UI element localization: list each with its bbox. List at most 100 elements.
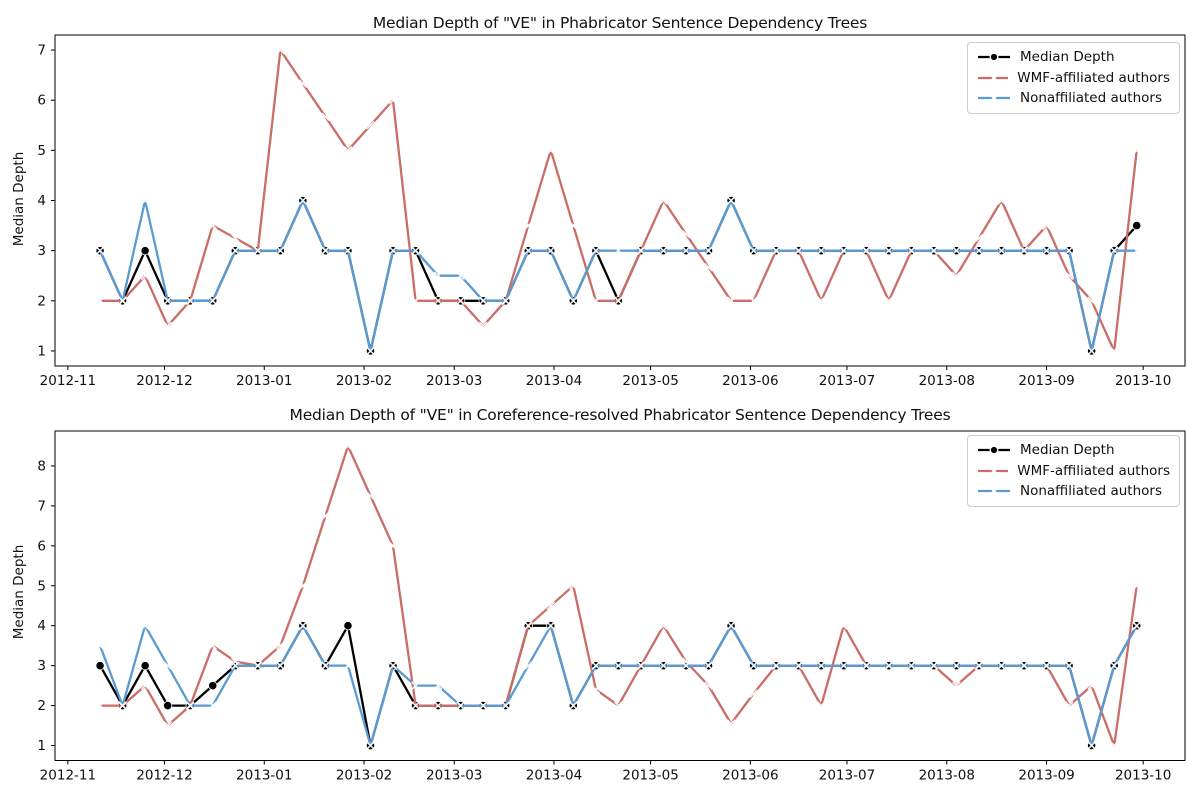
x-marker [591,296,600,305]
chart2-y-axis-label: Median Depth [11,544,27,640]
x-marker [794,246,803,255]
x-marker [479,296,488,305]
x-marker [163,661,172,670]
y-tick-label: 1 [37,738,46,754]
x-marker [434,271,443,280]
x-marker [253,661,262,670]
x-marker [276,641,285,650]
x-marker [1065,661,1074,670]
y-tick-label: 6 [37,538,46,554]
x-marker [411,296,420,305]
wmf-affiliated-line-sample [978,73,1009,83]
x-marker [817,246,826,255]
x-marker [569,701,578,710]
x-marker [569,581,578,590]
x-marker [95,246,105,255]
x-marker [479,701,488,710]
x-marker [614,661,623,670]
x-marker [726,719,736,728]
x-marker [884,661,893,670]
x-marker [118,296,127,305]
legend-marker [989,73,999,83]
x-marker [997,196,1006,205]
x-marker [366,346,375,356]
x-tick-label: 2013-02 [336,768,392,784]
x-marker [952,661,961,670]
x-marker [298,581,307,590]
x-marker [456,271,465,280]
y-tick-label: 4 [37,193,46,209]
x-marker [929,661,938,670]
y-tick-label: 1 [37,343,46,359]
x-marker [1087,741,1096,750]
y-tick-label: 3 [37,243,46,259]
legend-item-median-depth: Median Depth [968,440,1179,461]
median-depth-line-path [98,624,1138,747]
median-depth-line-sample [978,52,1010,62]
x-marker [1132,621,1141,630]
x-marker [659,621,668,630]
x-marker [388,541,398,550]
x-marker [1065,701,1074,710]
wmf-affiliated-line-sample [978,466,1009,476]
x-tick-label: 2013-10 [1115,373,1171,389]
x-marker [997,246,1006,255]
nonaffiliated-line-sample [978,486,1010,496]
x-marker [321,112,330,121]
x-marker [974,246,984,255]
x-tick-label: 2012-12 [136,768,192,784]
chart1-title: Median Depth of "VE" in Phabricator Sent… [372,14,868,32]
x-marker [141,271,150,280]
x-marker [163,721,172,730]
x-marker [163,296,172,305]
y-tick-label: 7 [37,498,46,514]
x-marker [659,246,668,255]
x-marker [591,246,600,255]
x-axis: 2012-11 2012-12 2013-01 2013-02 2013-03 2013-… [40,760,1171,784]
x-tick-label: 2012-11 [40,373,96,389]
x-marker [1065,246,1074,255]
x-marker [704,263,713,272]
x-tick-label: 2013-07 [819,768,875,784]
x-marker [1132,246,1141,255]
x-marker [839,621,848,630]
x-marker [772,661,781,670]
x-marker [141,621,150,630]
x-marker [141,681,150,690]
x-marker [231,246,240,255]
x-marker [1110,246,1119,255]
y-axis: 1 2 3 4 5 6 7 8 [37,458,55,754]
x-marker [1019,246,1029,255]
x-marker [208,641,217,650]
x-tick-label: 2013-09 [1018,768,1074,784]
legend-marker [989,93,999,103]
x-marker [659,196,668,205]
median-depth-line [95,621,1142,751]
x-tick-label: 2013-08 [919,768,975,784]
legend-label: Nonaffiliated authors [1020,90,1162,107]
x-marker [546,146,555,155]
x-marker [952,246,961,255]
x-marker [208,296,217,305]
y-tick-label: 7 [37,43,46,59]
x-marker [366,491,375,501]
x-marker [704,246,713,255]
legend-item-wmf-affiliated: WMF-affiliated authors [968,461,1179,482]
x-marker [524,621,533,630]
x-marker [726,196,736,205]
x-tick-label: 2013-08 [919,373,975,389]
x-marker [749,689,758,698]
x-marker [366,121,375,130]
legend-marker [989,486,999,496]
x-marker [817,296,826,305]
x-marker [749,246,758,255]
data-point-marker [208,681,218,691]
x-marker [366,741,375,750]
legend-marker [989,52,999,62]
x-marker [298,79,307,88]
x-marker [546,621,555,630]
legend-label: Median Depth [1020,49,1115,66]
x-marker [614,296,623,305]
